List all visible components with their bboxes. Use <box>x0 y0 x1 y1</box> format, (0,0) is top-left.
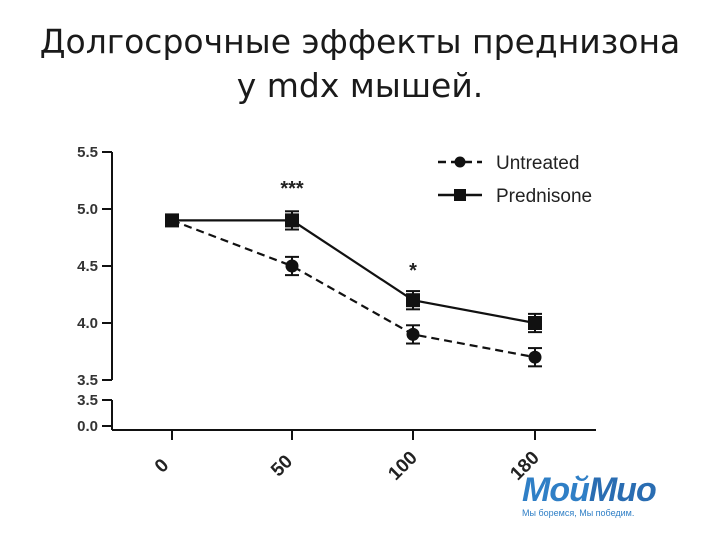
y-tick-label: 0.0 <box>77 418 98 435</box>
y-tick-label: 3.5 <box>77 372 98 389</box>
title-line-2: у mdx мышей. <box>236 66 484 105</box>
y-tick-label: 5.5 <box>77 144 98 161</box>
moymio-logo: МойМио Мы боремся, Мы победим. <box>522 472 702 522</box>
logo-wordmark: МойМио <box>522 472 702 508</box>
title-line-1: Долгосрочные эффекты преднизона <box>39 22 681 61</box>
legend-marker <box>454 156 466 168</box>
series-line-prednisone <box>172 219 536 325</box>
legend-label: Prednisone <box>496 186 592 207</box>
significance-marker: * <box>409 260 417 282</box>
legend-label: Untreated <box>496 153 579 174</box>
data-point-untreated <box>528 350 542 364</box>
legend-marker <box>454 189 466 201</box>
logo-tagline: Мы боремся, Мы победим. <box>522 508 635 518</box>
x-tick-label: 0 <box>151 455 173 477</box>
data-point-untreated <box>406 327 420 341</box>
y-tick-label: 5.0 <box>77 201 98 218</box>
y-tick-label: 4.5 <box>77 258 98 275</box>
logo-word-b: Мио <box>588 471 657 509</box>
data-point-prednisone <box>406 293 420 308</box>
x-tick-label: 50 <box>267 451 297 481</box>
significance-marker: *** <box>280 178 304 200</box>
slide-title: Долгосрочные эффекты преднизона у mdx мы… <box>0 20 720 108</box>
data-point-prednisone <box>528 316 542 330</box>
data-point-untreated <box>285 259 299 273</box>
data-point-prednisone <box>165 213 179 228</box>
logo-word-a: Мой <box>522 471 590 509</box>
y-tick-label: 3.5 <box>77 392 98 409</box>
y-tick-label: 4.0 <box>77 315 98 332</box>
data-point-prednisone <box>285 213 299 228</box>
series-line-untreated <box>171 219 536 359</box>
x-tick-label: 100 <box>384 447 421 484</box>
